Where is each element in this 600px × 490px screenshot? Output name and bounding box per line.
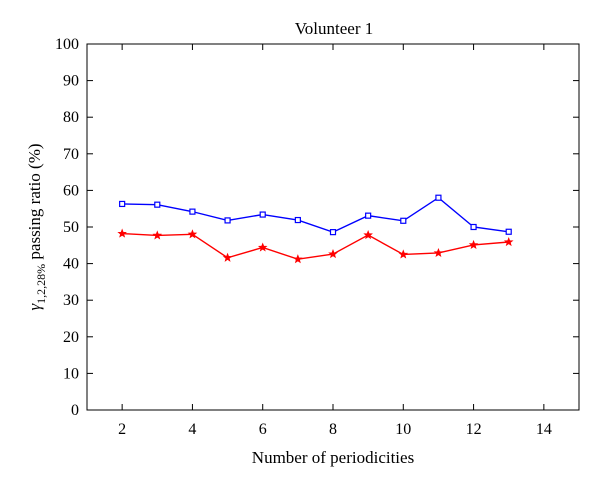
series-1-point — [365, 212, 372, 219]
y-tick-label: 100 — [55, 36, 79, 53]
series-2-point — [468, 239, 479, 250]
x-tick-label: 8 — [329, 421, 337, 438]
series-2-line — [122, 232, 509, 260]
series-1-point — [505, 228, 512, 235]
series-1-point — [259, 211, 266, 218]
series-2-point — [187, 229, 198, 239]
x-tick-label: 2 — [118, 421, 126, 438]
series-2-point — [398, 249, 409, 259]
series-2-point — [257, 242, 268, 252]
series-2-point — [117, 228, 127, 238]
y-axis-label-text: passing ratio (%) — [25, 143, 44, 263]
series-2-point — [293, 254, 303, 264]
x-tick-label: 12 — [466, 421, 482, 438]
y-tick-label: 80 — [63, 109, 79, 126]
y-tick-label: 70 — [63, 146, 79, 163]
y-tick-label: 30 — [63, 292, 79, 309]
chart-title: Volunteer 1 — [295, 19, 374, 38]
y-tick-label: 50 — [63, 219, 79, 236]
y-axis-label-subscript: 1,2,28% — [34, 264, 48, 304]
series-layer — [117, 194, 514, 264]
series-1-point — [435, 194, 442, 201]
series-1-point — [400, 217, 407, 224]
y-tick-label: 60 — [63, 182, 79, 199]
y-axis-ticks: 0 10 20 30 40 50 60 70 80 90 100 — [55, 36, 579, 419]
y-axis-label: γ1,2,28% passing ratio (%) — [25, 143, 48, 310]
series-1-point — [329, 229, 337, 236]
series-2-point — [363, 230, 373, 240]
y-tick-label: 10 — [63, 365, 79, 382]
series-1-point — [470, 223, 477, 231]
x-tick-label: 10 — [395, 421, 411, 438]
x-tick-label: 4 — [188, 421, 196, 438]
x-tick-label: 14 — [536, 421, 552, 438]
series-1 — [119, 194, 512, 236]
y-tick-label: 0 — [71, 402, 79, 419]
series-2-point — [152, 230, 163, 240]
x-axis-ticks: 2 4 6 8 10 12 14 — [118, 44, 552, 438]
series-1-point — [119, 200, 126, 208]
series-1-point — [189, 208, 196, 215]
series-1-point — [154, 201, 161, 208]
series-2-point — [503, 236, 514, 247]
y-axis-label-symbol: γ — [25, 303, 44, 311]
x-tick-label: 6 — [259, 421, 267, 438]
y-tick-label: 20 — [63, 329, 79, 346]
series-1-line — [122, 196, 509, 233]
x-axis-label: Number of periodicities — [252, 448, 414, 467]
series-1-point — [294, 216, 301, 224]
series-2 — [117, 228, 514, 264]
series-2-point — [433, 247, 444, 258]
y-tick-label: 90 — [63, 73, 79, 90]
series-2-point — [222, 252, 233, 262]
series-1-point — [224, 217, 231, 224]
plot-area — [86, 43, 580, 411]
series-2-point — [328, 249, 338, 259]
y-tick-label: 40 — [63, 256, 79, 273]
